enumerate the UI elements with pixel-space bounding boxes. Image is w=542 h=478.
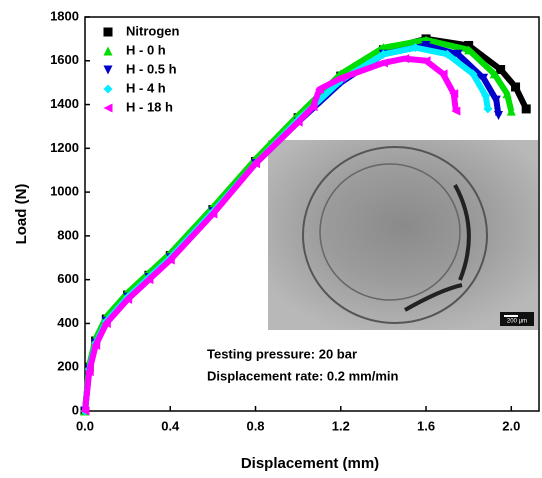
data-point <box>314 84 324 94</box>
y-tick-label: 0 <box>72 402 79 417</box>
legend-label: H - 4 h <box>126 80 166 95</box>
data-point <box>165 255 175 265</box>
data-point <box>410 43 420 53</box>
y-tick-label: 600 <box>57 271 79 286</box>
inset-image <box>268 140 538 330</box>
legend-marker <box>103 46 113 56</box>
data-point <box>494 111 504 120</box>
data-point <box>506 106 516 116</box>
data-point <box>308 102 318 112</box>
x-tick-label: 0.0 <box>76 418 94 433</box>
data-point <box>101 318 111 328</box>
legend-marker <box>103 65 113 75</box>
data-point <box>400 54 410 64</box>
data-point <box>491 95 501 105</box>
x-tick-label: 2.0 <box>502 418 520 433</box>
legend-label: Nitrogen <box>126 23 180 38</box>
annotation: Displacement rate: 0.2 mm/min <box>207 368 399 383</box>
data-point <box>468 69 478 79</box>
y-axis-title: Load (N) <box>13 184 30 245</box>
legend-label: H - 0 h <box>126 42 166 57</box>
y-tick-label: 1800 <box>50 8 79 23</box>
data-point <box>442 49 452 59</box>
data-point <box>479 73 489 83</box>
data-point <box>293 117 303 127</box>
data-point <box>502 89 512 99</box>
data-point <box>91 340 101 350</box>
data-point <box>496 65 506 75</box>
data-point <box>123 294 133 304</box>
y-tick-label: 1400 <box>50 96 79 111</box>
x-tick-label: 0.8 <box>246 418 264 433</box>
y-tick-label: 400 <box>57 315 79 330</box>
y-tick-label: 1200 <box>50 140 79 155</box>
legend-label: H - 0.5 h <box>126 61 177 76</box>
data-point <box>378 49 388 59</box>
x-tick-label: 0.4 <box>161 418 180 433</box>
data-point <box>521 104 531 114</box>
data-point <box>511 82 521 92</box>
legend-marker <box>103 84 113 94</box>
plot-frame <box>84 16 540 412</box>
data-point <box>449 89 459 99</box>
y-tick-label: 1000 <box>50 184 79 199</box>
legend-label: H - 18 h <box>126 99 173 114</box>
data-point <box>421 56 431 66</box>
data-point <box>489 69 499 79</box>
data-point <box>251 159 261 169</box>
legend-marker <box>103 103 113 113</box>
data-point <box>483 104 493 114</box>
data-point <box>336 73 346 83</box>
y-tick-label: 200 <box>57 359 79 374</box>
y-tick-label: 1600 <box>50 52 79 67</box>
legend-marker <box>103 27 113 37</box>
data-point <box>438 69 448 79</box>
x-axis-title: Displacement (mm) <box>241 455 379 472</box>
data-point <box>481 91 491 101</box>
data-point <box>208 209 218 219</box>
data-point <box>378 58 388 68</box>
x-tick-label: 1.2 <box>332 418 350 433</box>
y-tick-label: 800 <box>57 227 79 242</box>
annotation: Testing pressure: 20 bar <box>207 346 357 361</box>
data-point <box>464 45 474 55</box>
data-point <box>80 406 90 416</box>
data-point <box>451 106 461 116</box>
data-point <box>144 275 154 285</box>
data-point <box>453 49 463 59</box>
data-point <box>421 40 431 50</box>
x-tick-label: 1.6 <box>417 418 435 433</box>
inset-scale-label: 200 μm <box>507 319 527 325</box>
data-point <box>84 367 94 377</box>
